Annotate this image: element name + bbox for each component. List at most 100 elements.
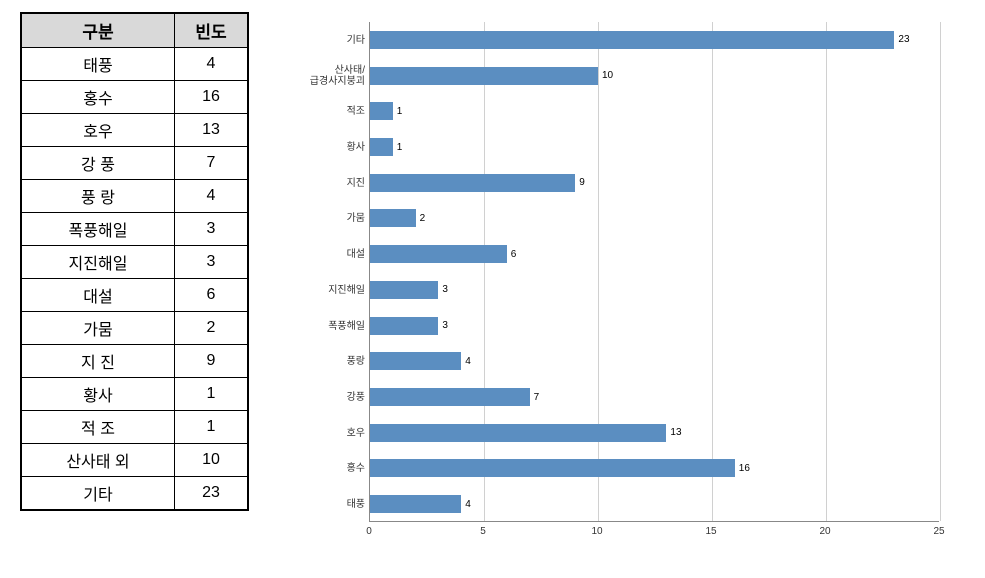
chart-y-axis-label: 홍수 [287, 463, 365, 474]
chart-bar-value-label: 3 [442, 320, 448, 331]
chart-y-axis-label: 호우 [287, 428, 365, 439]
chart-bar-row: 3 [370, 317, 448, 335]
chart-bar [370, 31, 894, 49]
chart-bar [370, 352, 461, 370]
chart-y-axis-label: 기타 [287, 35, 365, 46]
chart-bar-row: 13 [370, 424, 682, 442]
table-row: 황사1 [21, 378, 248, 411]
table-row: 가뭄2 [21, 312, 248, 345]
chart-bar-value-label: 6 [511, 249, 517, 260]
chart-bar-row: 1 [370, 138, 402, 156]
chart-bar-row: 10 [370, 67, 613, 85]
chart-bar [370, 174, 575, 192]
chart-y-axis-label: 가뭄 [287, 213, 365, 224]
table-header-value: 빈도 [175, 13, 249, 48]
chart-bar-row: 1 [370, 102, 402, 120]
chart-bar [370, 495, 461, 513]
table-cell-value: 3 [175, 246, 249, 279]
bar-chart: 23 10 1 1 9 2 6 3 3 4 7 13 16 4 0 5 10 15 20 25 기타산사태/ 급경사지… [289, 12, 959, 552]
table-cell-category: 산사태 외 [21, 444, 175, 477]
table-row: 강 풍7 [21, 147, 248, 180]
chart-y-axis-label: 대설 [287, 249, 365, 260]
table-cell-category: 황사 [21, 378, 175, 411]
table-cell-value: 4 [175, 48, 249, 81]
chart-y-axis-label: 폭풍해일 [287, 321, 365, 332]
chart-bar [370, 245, 507, 263]
chart-x-tick-label: 0 [366, 526, 372, 537]
table-row: 산사태 외10 [21, 444, 248, 477]
chart-bar-value-label: 4 [465, 499, 471, 510]
chart-bar [370, 317, 438, 335]
frequency-table: 구분 빈도 태풍4홍수16호우13강 풍7풍 랑4폭풍해일3지진해일3대설6가뭄… [20, 12, 249, 511]
table-cell-value: 4 [175, 180, 249, 213]
table-row: 적 조1 [21, 411, 248, 444]
chart-bar-value-label: 23 [898, 34, 909, 45]
table-cell-value: 1 [175, 411, 249, 444]
chart-bar-row: 6 [370, 245, 516, 263]
chart-plot-area: 23 10 1 1 9 2 6 3 3 4 7 13 16 4 [369, 22, 939, 522]
chart-x-tick-label: 25 [933, 526, 944, 537]
chart-gridline [484, 22, 485, 521]
chart-bar [370, 209, 416, 227]
chart-bar-value-label: 16 [739, 463, 750, 474]
chart-x-tick-label: 20 [819, 526, 830, 537]
chart-bar-row: 3 [370, 281, 448, 299]
table-cell-category: 지 진 [21, 345, 175, 378]
table-cell-category: 폭풍해일 [21, 213, 175, 246]
chart-gridline [598, 22, 599, 521]
table-cell-value: 23 [175, 477, 249, 511]
chart-y-axis-label: 지진해일 [287, 285, 365, 296]
table-row: 대설6 [21, 279, 248, 312]
chart-bar [370, 388, 530, 406]
chart-x-tick-label: 5 [480, 526, 486, 537]
chart-bar-value-label: 7 [534, 392, 540, 403]
chart-bar [370, 459, 735, 477]
table-cell-category: 태풍 [21, 48, 175, 81]
chart-bar-row: 7 [370, 388, 539, 406]
table-row: 폭풍해일3 [21, 213, 248, 246]
table-row: 지진해일3 [21, 246, 248, 279]
chart-x-tick-label: 15 [705, 526, 716, 537]
table-row: 호우13 [21, 114, 248, 147]
chart-bar [370, 67, 598, 85]
chart-bar-value-label: 9 [579, 177, 585, 188]
table-cell-value: 16 [175, 81, 249, 114]
table-row: 홍수16 [21, 81, 248, 114]
table-cell-value: 6 [175, 279, 249, 312]
table-cell-category: 가뭄 [21, 312, 175, 345]
chart-bar [370, 138, 393, 156]
table-cell-category: 풍 랑 [21, 180, 175, 213]
chart-bar-value-label: 4 [465, 356, 471, 367]
chart-y-axis-label: 적조 [287, 106, 365, 117]
chart-y-axis-label: 황사 [287, 142, 365, 153]
table-cell-value: 1 [175, 378, 249, 411]
chart-gridline [826, 22, 827, 521]
chart-gridline [712, 22, 713, 521]
chart-gridline [940, 22, 941, 521]
table-cell-category: 지진해일 [21, 246, 175, 279]
chart-bar-value-label: 10 [602, 70, 613, 81]
layout-wrapper: 구분 빈도 태풍4홍수16호우13강 풍7풍 랑4폭풍해일3지진해일3대설6가뭄… [0, 0, 985, 564]
table-cell-category: 대설 [21, 279, 175, 312]
chart-bar [370, 424, 666, 442]
chart-y-axis-label: 산사태/ 급경사지붕괴 [287, 65, 365, 87]
chart-bar-value-label: 13 [670, 427, 681, 438]
table-row: 지 진9 [21, 345, 248, 378]
chart-bar-row: 23 [370, 31, 910, 49]
table-cell-value: 13 [175, 114, 249, 147]
chart-bar [370, 281, 438, 299]
chart-bar [370, 102, 393, 120]
chart-bar-row: 16 [370, 459, 750, 477]
chart-y-axis-label: 지진 [287, 178, 365, 189]
table-cell-value: 3 [175, 213, 249, 246]
chart-bar-value-label: 3 [442, 284, 448, 295]
chart-bar-value-label: 2 [420, 213, 426, 224]
chart-bar-row: 4 [370, 352, 471, 370]
table-row: 풍 랑4 [21, 180, 248, 213]
chart-x-tick-label: 10 [591, 526, 602, 537]
chart-y-axis-label: 풍랑 [287, 356, 365, 367]
table-cell-value: 7 [175, 147, 249, 180]
chart-y-axis-label: 태풍 [287, 499, 365, 510]
table-cell-category: 홍수 [21, 81, 175, 114]
chart-y-axis-label: 강풍 [287, 392, 365, 403]
